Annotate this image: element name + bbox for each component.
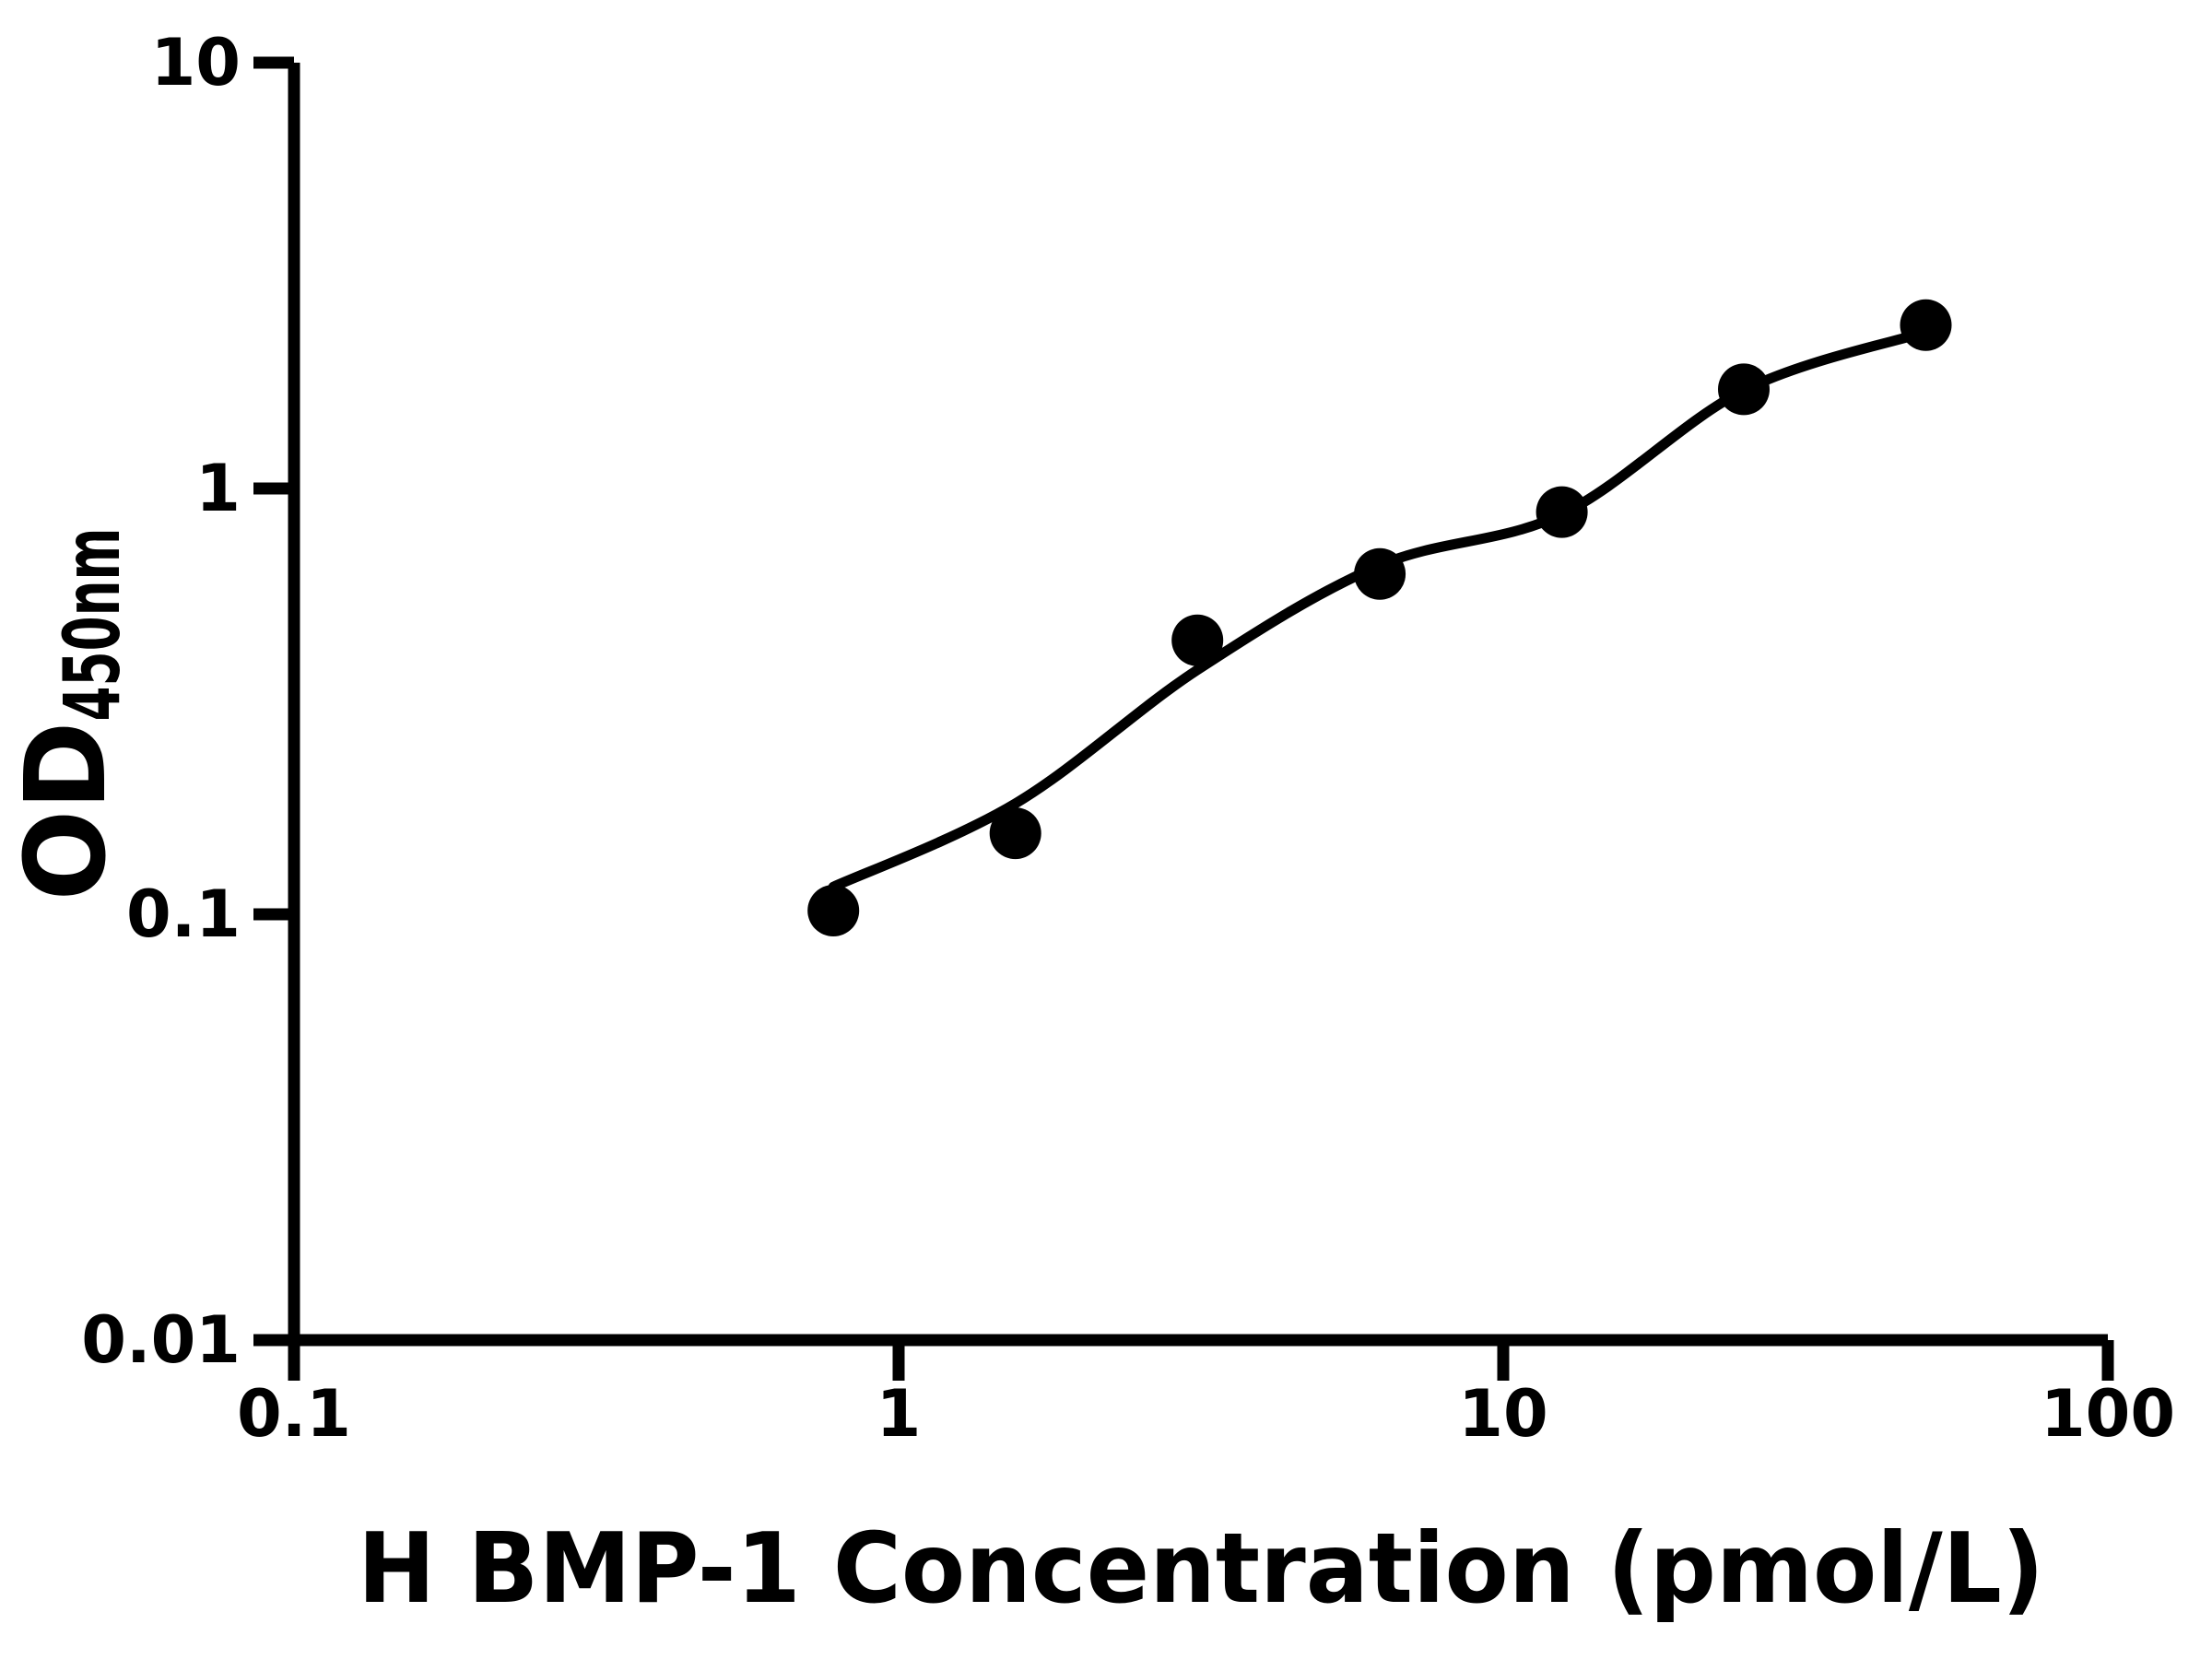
y-axis-title-sub: 450nm: [47, 528, 137, 722]
y-tick-label: 1: [195, 451, 241, 526]
data-point: [1535, 486, 1588, 538]
y-axis-title-main: OD: [3, 722, 131, 901]
data-point: [989, 807, 1041, 860]
x-tick-label: 0.1: [237, 1376, 351, 1452]
x-axis: [288, 1334, 2114, 1381]
data-point: [1171, 614, 1224, 666]
y-axis-tick-labels: 0.01 0.1 1 10: [81, 25, 241, 1378]
y-axis: [253, 56, 300, 1347]
y-tick-label: 0.1: [126, 877, 241, 952]
data-point: [1718, 363, 1770, 416]
y-axis-title: OD450nm: [3, 528, 137, 901]
data-point: [1900, 299, 1952, 351]
data-point-markers: [807, 299, 1952, 936]
x-tick-label: 1: [877, 1376, 922, 1452]
x-axis-title: H BMP-1 Concentration (pmol/L): [358, 1512, 2044, 1625]
data-point: [807, 885, 860, 936]
y-tick-label: 0.01: [81, 1302, 241, 1378]
y-tick-label: 10: [151, 25, 241, 100]
x-axis-tick-labels: 0.1 1 10 100: [237, 1376, 2175, 1452]
fit-curve-line: [828, 326, 1931, 892]
x-tick-label: 10: [1458, 1376, 1547, 1452]
x-tick-label: 100: [2041, 1376, 2175, 1452]
data-point: [1354, 547, 1406, 600]
